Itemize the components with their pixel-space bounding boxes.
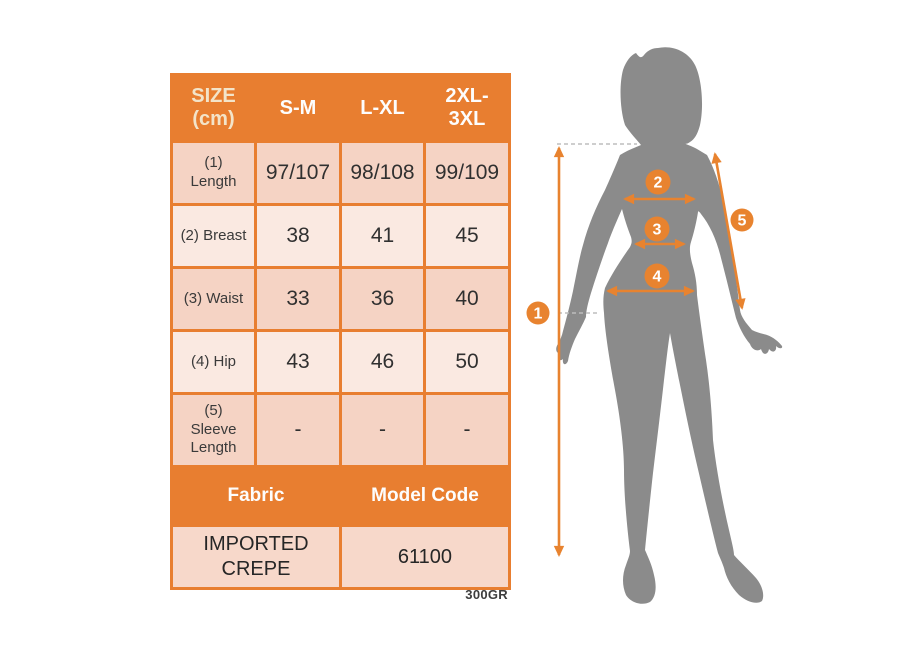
value-waist-lxl: 36 (339, 266, 426, 332)
label-length: (1) Length (170, 140, 257, 206)
fabric-value: IMPORTED CREPE (170, 524, 342, 590)
marker-2: 2 (645, 169, 671, 195)
value-breast-sm: 38 (254, 203, 342, 269)
svg-text:5: 5 (738, 213, 747, 230)
value-breast-2xl3xl: 45 (423, 203, 511, 269)
value-hip-2xl3xl: 50 (423, 329, 511, 395)
model-code-value: 61100 (339, 524, 511, 590)
table-header-row: SIZE (cm) S-M L-XL 2XL- 3XL (170, 73, 511, 143)
label-sleeve-length: (5) Sleeve Length (170, 392, 257, 468)
sleeve-arrow (711, 152, 746, 310)
row-sleeve-length: (5) Sleeve Length - - - (170, 392, 511, 468)
value-breast-lxl: 41 (339, 203, 426, 269)
header-l-xl: L-XL (339, 73, 426, 143)
measurement-figure: 1 2 3 4 5 (526, 47, 783, 604)
row-hip: (4) Hip 43 46 50 (170, 329, 511, 395)
svg-text:2: 2 (654, 175, 663, 192)
svg-text:4: 4 (653, 269, 662, 286)
label-breast: (2) Breast (170, 203, 257, 269)
value-hip-lxl: 46 (339, 329, 426, 395)
value-sleeve-sm: - (254, 392, 342, 468)
label-waist: (3) Waist (170, 266, 257, 332)
value-waist-2xl3xl: 40 (423, 266, 511, 332)
marker-3: 3 (644, 216, 670, 242)
svg-text:1: 1 (534, 306, 543, 323)
weight-note: 300GR (465, 587, 508, 602)
female-silhouette-icon (556, 47, 783, 604)
row-breast: (2) Breast 38 41 45 (170, 203, 511, 269)
marker-5: 5 (730, 208, 754, 232)
value-sleeve-2xl3xl: - (423, 392, 511, 468)
row-waist: (3) Waist 33 36 40 (170, 266, 511, 332)
header-2xl-3xl: 2XL- 3XL (423, 73, 511, 143)
header-size-cm: SIZE (cm) (170, 73, 257, 143)
value-length-sm: 97/107 (254, 140, 342, 206)
value-length-2xl3xl: 99/109 (423, 140, 511, 206)
model-code-header: Model Code (339, 465, 511, 527)
fabric-modelcode-value-row: IMPORTED CREPE 61100 (170, 524, 511, 590)
label-hip: (4) Hip (170, 329, 257, 395)
value-hip-sm: 43 (254, 329, 342, 395)
fabric-modelcode-header-row: Fabric Model Code (170, 465, 511, 527)
size-chart-table: SIZE (cm) S-M L-XL 2XL- 3XL (1) Length 9… (170, 73, 511, 590)
marker-1: 1 (526, 301, 550, 325)
marker-4: 4 (644, 263, 670, 289)
value-length-lxl: 98/108 (339, 140, 426, 206)
value-sleeve-lxl: - (339, 392, 426, 468)
svg-text:3: 3 (653, 222, 662, 239)
fabric-header: Fabric (170, 465, 342, 527)
value-waist-sm: 33 (254, 266, 342, 332)
header-s-m: S-M (254, 73, 342, 143)
row-length: (1) Length 97/107 98/108 99/109 (170, 140, 511, 206)
